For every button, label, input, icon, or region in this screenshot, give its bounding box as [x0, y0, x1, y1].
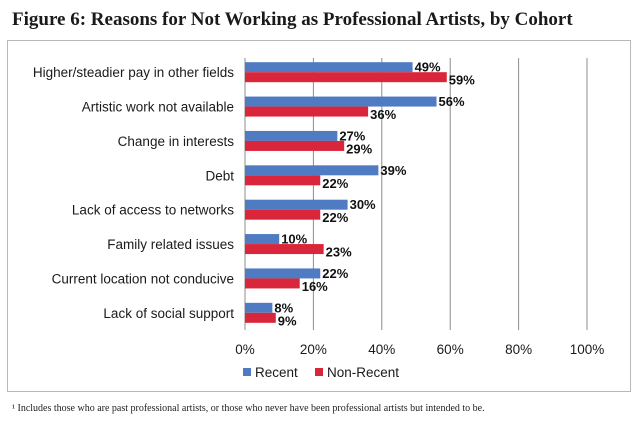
bar-recent — [245, 62, 413, 73]
data-label: 39% — [380, 163, 406, 178]
legend-label: Recent — [255, 365, 298, 380]
bar-non-recent — [245, 106, 369, 117]
legend-label: Non-Recent — [327, 365, 399, 380]
category-labels: Higher/steadier pay in other fields Artis… — [33, 65, 234, 321]
data-label: 59% — [449, 73, 475, 88]
data-label: 56% — [439, 94, 465, 109]
bar-recent — [245, 268, 321, 279]
bar-non-recent — [245, 72, 447, 83]
x-tick-labels: 0% 20% 40% 60% 80% 100% — [235, 342, 604, 357]
legend-swatch — [315, 368, 323, 376]
data-label: 22% — [322, 210, 348, 225]
bar-non-recent — [245, 175, 321, 186]
bar-recent — [245, 130, 338, 141]
data-label: 8% — [274, 300, 293, 315]
category-label: Debt — [205, 168, 234, 183]
footnote: ¹ Includes those who are past profession… — [12, 403, 485, 414]
category-label: Lack of access to networks — [72, 203, 234, 218]
data-label: 16% — [302, 279, 328, 294]
bar-recent — [245, 234, 280, 245]
bar-non-recent — [245, 244, 324, 255]
x-tick-label: 40% — [368, 342, 395, 357]
data-label: 49% — [415, 60, 441, 75]
legend: Recent Non-Recent — [243, 365, 399, 380]
category-label: Change in interests — [118, 134, 235, 149]
x-tick-label: 80% — [505, 342, 532, 357]
data-label: 30% — [350, 197, 376, 212]
category-label: Current location not conducive — [52, 271, 234, 286]
data-label: 9% — [278, 313, 297, 328]
bar-recent — [245, 165, 379, 176]
category-label: Higher/steadier pay in other fields — [33, 65, 234, 80]
x-tick-label: 60% — [437, 342, 464, 357]
bars — [245, 62, 447, 323]
category-label: Artistic work not available — [82, 100, 234, 115]
data-label: 22% — [322, 266, 348, 281]
data-label: 36% — [370, 107, 396, 122]
data-label: 27% — [339, 128, 365, 143]
figure-title: Figure 6: Reasons for Not Working as Pro… — [12, 9, 573, 30]
bar-recent — [245, 96, 437, 107]
bar-recent — [245, 302, 273, 313]
data-labels: 49%59%56%36%27%29%39%22%30%22%10%23%22%1… — [274, 60, 475, 329]
bar-recent — [245, 199, 348, 210]
data-label: 22% — [322, 176, 348, 191]
bar-non-recent — [245, 312, 276, 323]
legend-swatch — [243, 368, 251, 376]
x-tick-label: 20% — [300, 342, 327, 357]
data-label: 10% — [281, 232, 307, 247]
x-tick-label: 0% — [235, 342, 255, 357]
bar-non-recent — [245, 209, 321, 220]
bar-non-recent — [245, 278, 300, 289]
data-label: 23% — [326, 245, 352, 260]
category-label: Family related issues — [107, 237, 234, 252]
bar-non-recent — [245, 140, 345, 151]
data-label: 29% — [346, 141, 372, 156]
category-label: Lack of social support — [103, 306, 234, 321]
x-tick-label: 100% — [570, 342, 605, 357]
